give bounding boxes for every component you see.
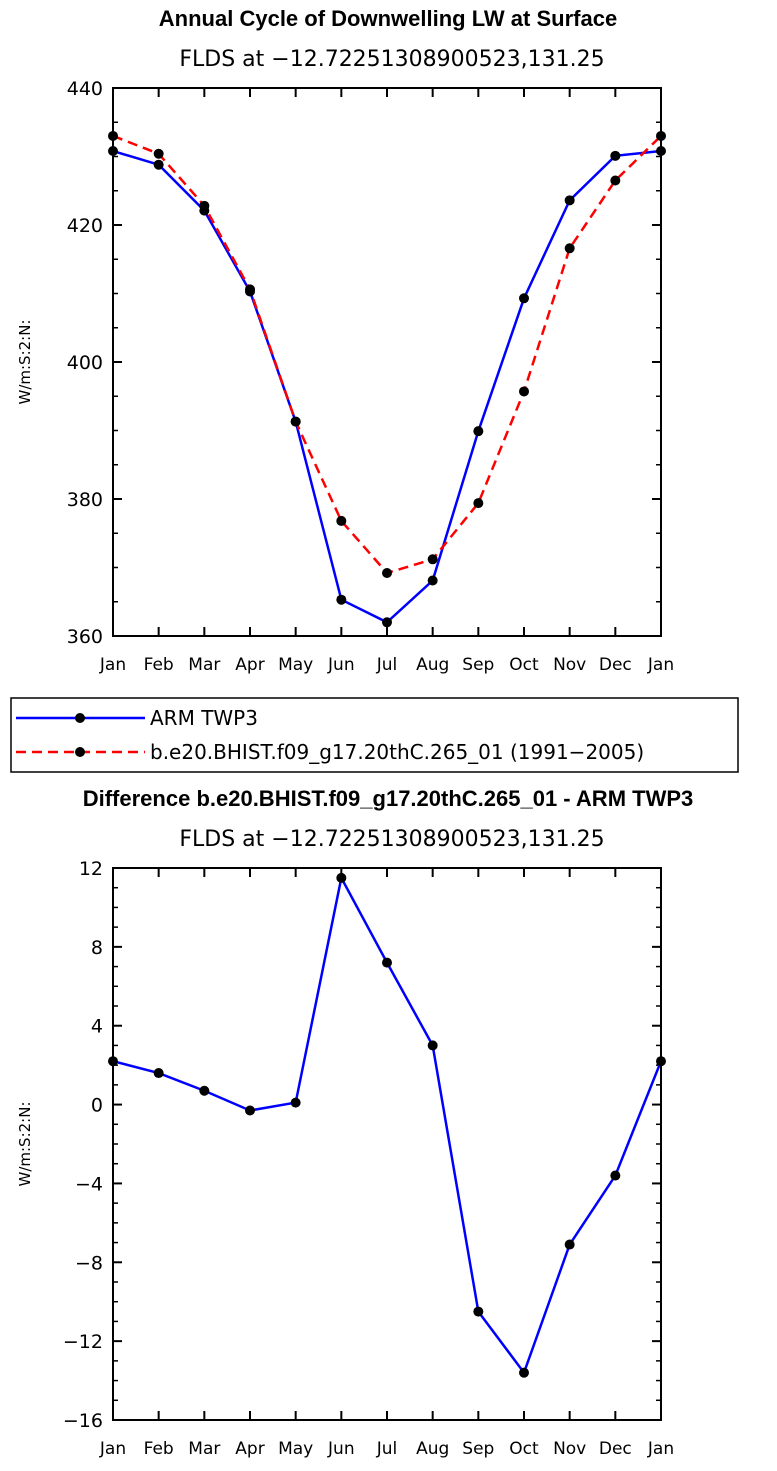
chart2-ytick-label: 0 bbox=[91, 1095, 103, 1117]
chart2-series-0-point bbox=[108, 1056, 118, 1067]
chart1-series-1-point bbox=[108, 130, 118, 141]
chart2-xtick-label: Jun bbox=[327, 1439, 355, 1459]
chart2-series-0-point bbox=[427, 1040, 438, 1051]
chart2-series-0-point bbox=[564, 1239, 575, 1250]
chart2-ytick-label: −8 bbox=[75, 1252, 103, 1274]
chart2-xtick-label: May bbox=[278, 1439, 313, 1459]
chart1-plot-frame bbox=[112, 87, 662, 637]
chart2-xtick-label: Dec bbox=[599, 1439, 632, 1459]
chart1-series-0-point bbox=[656, 146, 666, 157]
chart1-series-1-point bbox=[336, 515, 347, 526]
chart1-series-1-point bbox=[427, 554, 438, 565]
chart2-series-line-0 bbox=[112, 874, 663, 1376]
chart2-xtick-label: Nov bbox=[553, 1439, 586, 1459]
chart2-subtitle: FLDS at −12.72251308900523,131.25 bbox=[179, 827, 604, 852]
chart2-series-0-point bbox=[656, 1056, 666, 1067]
chart1-series-0-point bbox=[382, 617, 392, 628]
legend-box bbox=[10, 697, 739, 773]
chart2-xtick-label: Jan bbox=[99, 1439, 126, 1459]
chart1-ytick-label: 360 bbox=[67, 626, 103, 648]
chart1-series-0-point bbox=[108, 146, 118, 157]
chart1-xtick-label: Jun bbox=[327, 655, 355, 675]
chart2-xtick-label: Sep bbox=[462, 1439, 494, 1459]
chart2-plot-frame bbox=[112, 867, 662, 1421]
chart2-xtick-label: Apr bbox=[235, 1439, 264, 1459]
chart1-xtick-label: Mar bbox=[188, 655, 220, 675]
chart1-series-1-point bbox=[153, 148, 164, 159]
chart2-series-0-point bbox=[199, 1085, 210, 1096]
chart1-series-1-point bbox=[519, 386, 529, 397]
legend-marker-model bbox=[75, 747, 85, 757]
chart2-xtick-label: Mar bbox=[188, 1439, 220, 1459]
chart2-ytick-label: 12 bbox=[79, 858, 103, 880]
chart2-title: Difference b.e20.BHIST.f09_g17.20thC.265… bbox=[83, 786, 694, 811]
chart2-ytick-label: −12 bbox=[63, 1331, 103, 1353]
chart1-xtick-label: Oct bbox=[509, 655, 539, 675]
chart1-series-1-point bbox=[245, 284, 255, 295]
chart1-series-0-point bbox=[336, 594, 347, 605]
chart1-xtick-label: Jan bbox=[647, 655, 674, 675]
legend: ARM TWP3 b.e20.BHIST.f09_g17.20thC.265_0… bbox=[10, 697, 739, 773]
chart2-xtick-label: Oct bbox=[509, 1439, 539, 1459]
chart2-xtick-label: Aug bbox=[416, 1439, 449, 1459]
legend-label-model: b.e20.BHIST.f09_g17.20thC.265_01 (1991−2… bbox=[150, 740, 644, 764]
chart1-subtitle: FLDS at −12.72251308900523,131.25 bbox=[179, 47, 604, 72]
chart2-ytick-label: 8 bbox=[91, 937, 103, 959]
chart1-series-line-0 bbox=[112, 149, 662, 624]
chart1-series-0-point bbox=[153, 159, 164, 170]
chart2-y-axis-label: W/m:S:2:N: bbox=[16, 1102, 34, 1187]
chart2-ytick-label: −16 bbox=[63, 1410, 103, 1432]
chart1-series-1-point bbox=[610, 175, 621, 186]
chart2-xtick-label: Jan bbox=[647, 1439, 674, 1459]
chart1-ytick-label: 400 bbox=[67, 352, 103, 374]
chart1-series-0-point bbox=[519, 293, 529, 304]
chart2-series-0-point bbox=[336, 872, 347, 883]
chart2-ytick-label: 4 bbox=[91, 1016, 103, 1038]
chart1-series-1-point bbox=[199, 200, 210, 211]
chart2-series-0-point bbox=[610, 1170, 621, 1181]
chart1-series-1-point bbox=[564, 243, 575, 254]
chart2-series-0-point bbox=[473, 1306, 484, 1317]
chart1-xtick-label: Apr bbox=[235, 655, 264, 675]
chart-annual-cycle: Annual Cycle of Downwelling LW at Surfac… bbox=[16, 6, 674, 675]
chart1-xtick-label: Aug bbox=[416, 655, 449, 675]
chart2-series-0-point bbox=[153, 1068, 164, 1079]
chart2-xtick-label: Feb bbox=[144, 1439, 174, 1459]
chart1-xtick-label: Jan bbox=[99, 655, 126, 675]
chart1-ytick-label: 420 bbox=[67, 215, 103, 237]
legend-marker-arm bbox=[75, 713, 85, 723]
chart1-series-0-point bbox=[564, 195, 575, 206]
chart1-series-0-point bbox=[427, 575, 438, 586]
chart1-ytick-label: 440 bbox=[67, 78, 103, 100]
chart1-xtick-label: Jul bbox=[376, 655, 398, 675]
chart2-series-0-point bbox=[382, 957, 392, 968]
chart1-xtick-label: Nov bbox=[553, 655, 586, 675]
legend-label-arm: ARM TWP3 bbox=[150, 706, 258, 730]
chart2-xtick-label: Jul bbox=[376, 1439, 398, 1459]
chart1-y-axis-label: W/m:S:2:N: bbox=[16, 320, 34, 405]
chart1-series-1-point bbox=[290, 416, 301, 427]
chart1-series-1-point bbox=[382, 567, 392, 578]
chart1-series-0-point bbox=[473, 426, 484, 437]
chart1-xtick-label: Sep bbox=[462, 655, 494, 675]
chart1-xtick-label: Feb bbox=[144, 655, 174, 675]
chart1-series-0-point bbox=[610, 150, 621, 161]
chart1-series-1-point bbox=[473, 498, 484, 509]
chart2-series-0-point bbox=[245, 1105, 255, 1116]
chart1-series-1-point bbox=[656, 130, 666, 141]
chart1-xtick-label: Dec bbox=[599, 655, 632, 675]
chart1-ytick-label: 380 bbox=[67, 489, 103, 511]
chart-difference: Difference b.e20.BHIST.f09_g17.20thC.265… bbox=[16, 786, 693, 1459]
chart2-series-0-point bbox=[519, 1367, 529, 1378]
chart1-xtick-label: May bbox=[278, 655, 313, 675]
chart2-series-0-point bbox=[290, 1097, 301, 1108]
chart1-title: Annual Cycle of Downwelling LW at Surfac… bbox=[159, 6, 617, 31]
chart2-ytick-label: −4 bbox=[75, 1173, 103, 1195]
